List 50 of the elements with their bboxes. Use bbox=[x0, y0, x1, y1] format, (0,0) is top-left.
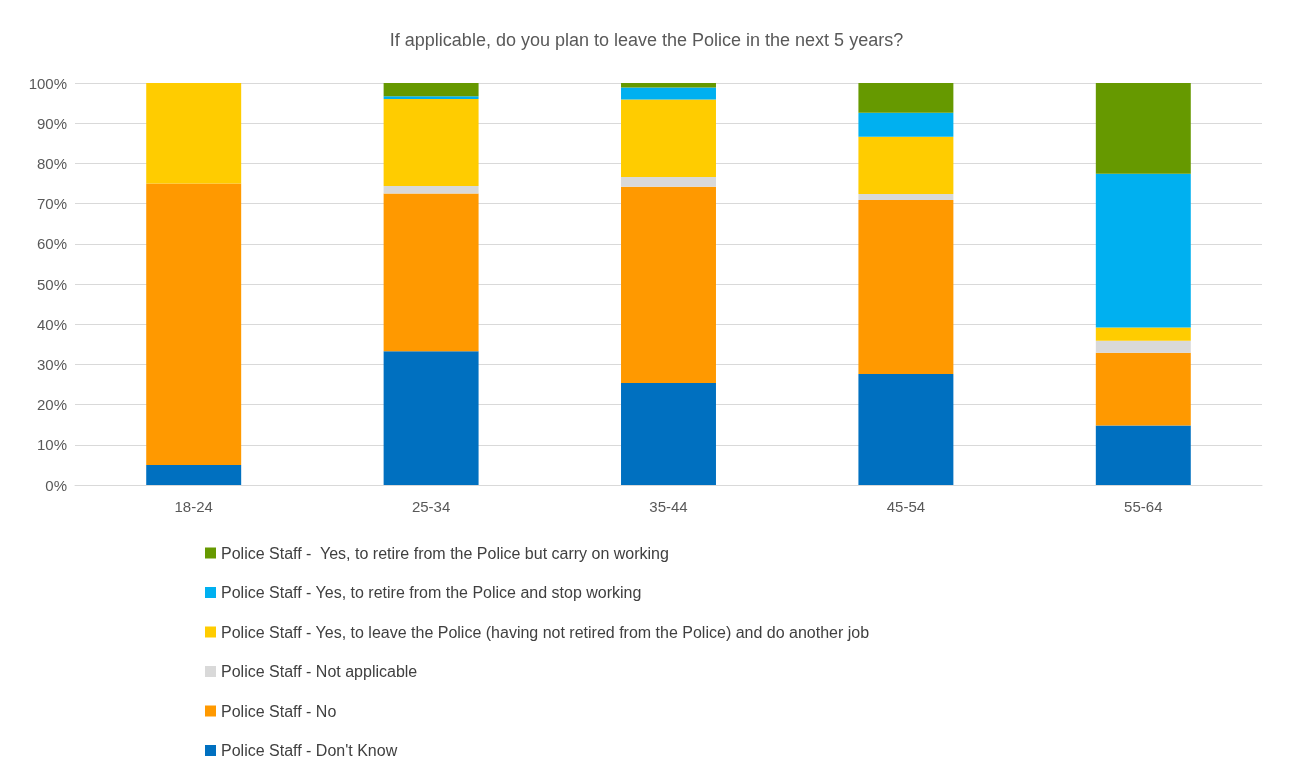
y-tick-label: 60% bbox=[36, 235, 67, 253]
legend-label: Police Staff - Yes, to retire from the Police and stop working bbox=[221, 584, 642, 601]
bar bbox=[146, 464, 242, 485]
bar bbox=[1095, 352, 1191, 426]
bar bbox=[383, 193, 479, 352]
bar bbox=[858, 112, 954, 137]
x-tick-label: 18-24 bbox=[174, 498, 213, 515]
bar bbox=[621, 382, 716, 485]
bar bbox=[1095, 83, 1191, 174]
bar bbox=[858, 199, 954, 375]
y-tick-label: 0% bbox=[45, 476, 67, 494]
bar bbox=[621, 83, 716, 88]
bar bbox=[146, 183, 242, 465]
x-tick-label: 25-34 bbox=[411, 498, 451, 515]
legend-label: Police Staff - Not applicable bbox=[221, 663, 418, 680]
bar bbox=[383, 351, 479, 485]
y-tick-label: 50% bbox=[36, 275, 67, 293]
bar bbox=[383, 185, 479, 194]
y-tick-label: 100% bbox=[28, 74, 67, 92]
bar bbox=[1095, 327, 1191, 341]
bar bbox=[1095, 425, 1191, 485]
bar bbox=[1095, 340, 1191, 353]
chart-title: If applicable, do you plan to leave the Police in the next 5 years? bbox=[389, 30, 904, 50]
y-tick-label: 30% bbox=[36, 355, 67, 373]
bar bbox=[858, 136, 954, 194]
y-tick-label: 20% bbox=[36, 396, 67, 414]
y-tick-label: 10% bbox=[36, 436, 67, 454]
bar bbox=[621, 87, 716, 100]
bar bbox=[858, 374, 954, 485]
y-tick-label: 40% bbox=[36, 315, 67, 333]
y-tick-label: 90% bbox=[36, 114, 67, 132]
legend-label: Police Staff - Yes, to leave the Police (having not retired from the Police) and do another job bbox=[221, 623, 870, 641]
bar bbox=[621, 99, 716, 178]
legend-label: Police Staff - Yes, to retire from the Police but carry on working bbox=[221, 544, 669, 562]
bar bbox=[858, 193, 954, 200]
x-tick-label: 45-54 bbox=[886, 498, 926, 515]
bar bbox=[1095, 173, 1191, 328]
x-tick-label: 55-64 bbox=[1124, 498, 1163, 515]
legend-label: Police Staff - No bbox=[221, 702, 337, 720]
bar bbox=[621, 177, 716, 187]
bar bbox=[858, 83, 954, 113]
bar bbox=[383, 99, 479, 186]
y-tick-label: 80% bbox=[36, 154, 67, 172]
x-tick-label: 35-44 bbox=[649, 498, 688, 515]
legend-label: Police Staff - Don't Know bbox=[221, 742, 398, 759]
bar bbox=[621, 186, 716, 383]
bar bbox=[383, 96, 479, 100]
bar bbox=[383, 83, 479, 97]
bar bbox=[146, 83, 242, 184]
y-tick-label: 70% bbox=[36, 195, 67, 213]
